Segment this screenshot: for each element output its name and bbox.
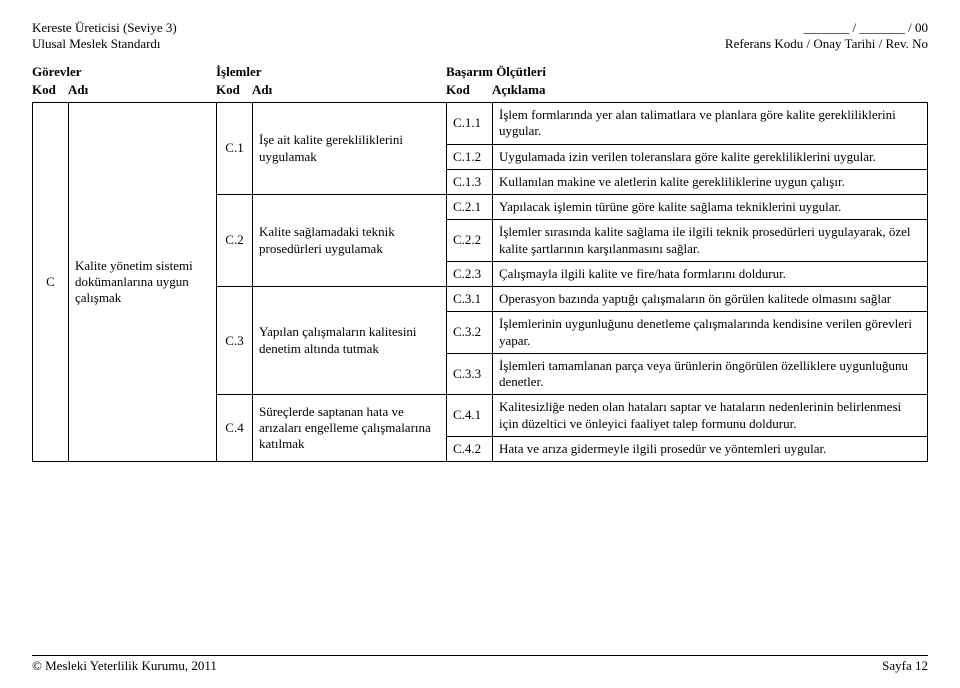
criteria-table: C Kalite yönetim sistemi dokümanlarına u…	[32, 102, 928, 462]
task-adi: Kalite yönetim sistemi dokümanlarına uyg…	[69, 103, 217, 462]
criteria-text: İşlemlerinin uygunluğunu denetleme çalış…	[493, 312, 928, 354]
subheader-kod-1: Kod	[32, 82, 68, 98]
subheader-kod-2: Kod	[216, 82, 252, 98]
header-right-line1: _______ / _______ / 00	[725, 20, 928, 36]
op-kod: C.2	[217, 195, 253, 287]
criteria-kod: C.1.2	[447, 144, 493, 169]
section-header-basarim: Başarım Ölçütleri	[446, 64, 928, 80]
criteria-kod: C.2.3	[447, 261, 493, 286]
op-adi: İşe ait kalite gerekliliklerini uygulama…	[253, 103, 447, 195]
criteria-text: Yapılacak işlemin türüne göre kalite sağ…	[493, 195, 928, 220]
subheader-adi-2: Adı	[252, 82, 446, 98]
criteria-text: Kullanılan makine ve aletlerin kalite ge…	[493, 169, 928, 194]
criteria-kod: C.1.1	[447, 103, 493, 145]
criteria-text: Uygulamada izin verilen toleranslara gör…	[493, 144, 928, 169]
footer-left: © Mesleki Yeterlilik Kurumu, 2011	[32, 658, 217, 674]
criteria-kod: C.4.2	[447, 436, 493, 461]
section-header-gorevler: Görevler	[32, 64, 216, 80]
subheader-row: Kod Adı Kod Adı Kod Açıklama	[32, 82, 928, 98]
subheader-kod-3: Kod	[446, 82, 492, 98]
page-header: Kereste Üreticisi (Seviye 3) Ulusal Mesl…	[32, 20, 928, 52]
header-left-line2: Ulusal Meslek Standardı	[32, 36, 177, 52]
criteria-text: Kalitesizliğe neden olan hataları saptar…	[493, 395, 928, 437]
criteria-text: Hata ve arıza gidermeyle ilgili prosedür…	[493, 436, 928, 461]
subheader-aciklama: Açıklama	[492, 82, 928, 98]
footer-right: Sayfa 12	[882, 658, 928, 674]
op-adi: Yapılan çalışmaların kalitesini denetim …	[253, 287, 447, 395]
criteria-text: Operasyon bazında yaptığı çalışmaların ö…	[493, 287, 928, 312]
criteria-kod: C.3.1	[447, 287, 493, 312]
criteria-text: Çalışmayla ilgili kalite ve fire/hata fo…	[493, 261, 928, 286]
criteria-text: İşlem formlarında yer alan talimatlara v…	[493, 103, 928, 145]
criteria-kod: C.4.1	[447, 395, 493, 437]
header-right-line2: Referans Kodu / Onay Tarihi / Rev. No	[725, 36, 928, 52]
section-header-islemler: İşlemler	[216, 64, 446, 80]
op-adi: Süreçlerde saptanan hata ve arızaları en…	[253, 395, 447, 462]
op-kod: C.4	[217, 395, 253, 462]
table-row: C Kalite yönetim sistemi dokümanlarına u…	[33, 103, 928, 145]
criteria-kod: C.3.2	[447, 312, 493, 354]
criteria-kod: C.2.2	[447, 220, 493, 262]
criteria-kod: C.2.1	[447, 195, 493, 220]
task-kod: C	[33, 103, 69, 462]
subheader-adi-1: Adı	[68, 82, 216, 98]
criteria-kod: C.3.3	[447, 353, 493, 395]
criteria-text: İşlemler sırasında kalite sağlama ile il…	[493, 220, 928, 262]
page-footer: © Mesleki Yeterlilik Kurumu, 2011 Sayfa …	[32, 655, 928, 674]
criteria-text: İşlemleri tamamlanan parça veya ürünleri…	[493, 353, 928, 395]
op-adi: Kalite sağlamadaki teknik prosedürleri u…	[253, 195, 447, 287]
criteria-kod: C.1.3	[447, 169, 493, 194]
header-left-line1: Kereste Üreticisi (Seviye 3)	[32, 20, 177, 36]
op-kod: C.3	[217, 287, 253, 395]
op-kod: C.1	[217, 103, 253, 195]
section-headers: Görevler İşlemler Başarım Ölçütleri	[32, 64, 928, 80]
